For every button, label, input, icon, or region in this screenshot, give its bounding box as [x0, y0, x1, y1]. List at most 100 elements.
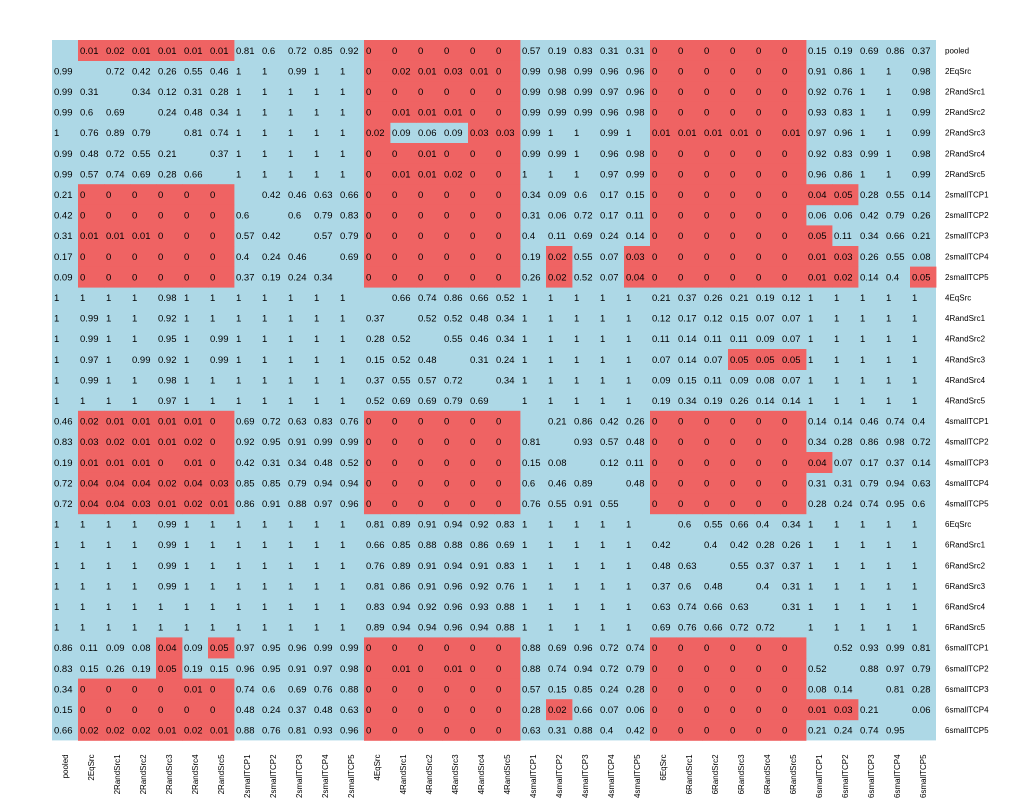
column-label: 4smallTCP5: [633, 754, 642, 798]
cell-value-label: 0: [392, 87, 397, 98]
heatmap-cell: [104, 266, 131, 288]
heatmap-cell: [650, 225, 677, 247]
cell-value-label: 0.94: [340, 478, 359, 489]
cell-value-label: 0: [782, 272, 787, 283]
cell-value-label: 0.66: [366, 540, 385, 551]
cell-value-label: 0.26: [912, 211, 931, 222]
cell-value-label: 1: [262, 355, 267, 366]
cell-value-label: 0: [704, 417, 709, 428]
cell-value-label: 0.52: [340, 458, 359, 469]
cell-value-label: 0.99: [54, 87, 73, 98]
cell-value-label: 0.34: [54, 684, 73, 695]
cell-value-label: 0: [730, 252, 735, 263]
cell-value-label: 0.97: [886, 664, 905, 675]
heatmap-cell: [650, 122, 677, 144]
heatmap-cell: [208, 410, 235, 432]
cell-value-label: 0.69: [860, 46, 879, 57]
heatmap-cell: [468, 266, 495, 288]
heatmap-cell: [156, 452, 183, 473]
cell-value-label: 0.4: [600, 726, 613, 737]
cell-value-label: 1: [860, 396, 865, 407]
heatmap-cell: [416, 699, 443, 721]
heatmap-cell: [650, 40, 677, 61]
heatmap-cell: [104, 452, 131, 473]
cell-value-label: 0.01: [418, 169, 437, 180]
cell-value-label: 0.98: [912, 149, 931, 160]
cell-value-label: 0.14: [834, 417, 853, 428]
cell-value-label: 0: [444, 684, 449, 695]
cell-value-label: 0.21: [912, 231, 931, 242]
heatmap-cell: [650, 184, 677, 206]
heatmap-cell: [494, 184, 521, 206]
cell-value-label: 0.46: [54, 417, 73, 428]
column-label: 2RandSrc3: [165, 754, 174, 795]
cell-value-label: 1: [236, 87, 241, 98]
heatmap-cell: [442, 246, 469, 267]
heatmap-cell: [416, 678, 443, 700]
heatmap-cell: [156, 204, 183, 226]
cell-value-label: 0: [652, 478, 657, 489]
cell-value-label: 0.02: [834, 272, 853, 283]
cell-value-label: 0: [678, 499, 683, 510]
column-label: 4RandSrc2: [425, 754, 434, 795]
cell-value-label: 0.99: [522, 108, 541, 119]
cell-value-label: 0.31: [782, 602, 801, 613]
cell-value-label: 0.06: [834, 211, 853, 222]
column-label: 4RandSrc5: [503, 754, 512, 795]
cell-value-label: 0: [210, 272, 215, 283]
cell-value-label: 1: [106, 314, 111, 325]
cell-value-label: 1: [574, 396, 579, 407]
cell-value-label: 0: [730, 726, 735, 737]
cell-value-label: 0.05: [756, 355, 775, 366]
cell-value-label: 1: [522, 623, 527, 634]
row-label: 2smallTCP1: [945, 191, 989, 200]
cell-value-label: 0: [366, 87, 371, 98]
cell-value-label: 1: [314, 149, 319, 160]
heatmap-cell: [494, 472, 521, 494]
cell-value-label: 0: [730, 499, 735, 510]
cell-value-label: 0.09: [730, 375, 749, 386]
cell-value-label: 0.14: [912, 458, 931, 469]
cell-value-label: 0.42: [54, 211, 73, 222]
cell-value-label: 0.26: [782, 540, 801, 551]
cell-value-label: 1: [548, 623, 553, 634]
cell-value-label: 0.34: [782, 520, 801, 531]
cell-value-label: 1: [860, 334, 865, 345]
cell-value-label: 0.88: [496, 623, 515, 634]
cell-value-label: 0: [782, 46, 787, 57]
cell-value-label: 0.14: [912, 190, 931, 201]
heatmap-cell: [494, 493, 521, 515]
cell-value-label: 0.01: [158, 726, 177, 737]
cell-value-label: 1: [340, 293, 345, 304]
cell-value-label: 1: [262, 623, 267, 634]
cell-value-label: 0.99: [158, 581, 177, 592]
heatmap-cell: [442, 204, 469, 226]
heatmap-cell: [650, 472, 677, 494]
heatmap-cell: [364, 184, 391, 206]
heatmap-cell: [390, 101, 417, 123]
row-label: 6RandSrc2: [945, 561, 986, 570]
cell-value-label: 1: [886, 623, 891, 634]
cell-value-label: 0.96: [444, 623, 463, 634]
cell-value-label: 0.86: [444, 293, 463, 304]
heatmap-cell: [650, 637, 677, 659]
cell-value-label: 1: [314, 314, 319, 325]
heatmap-cell: [780, 410, 807, 432]
cell-value-label: 0.57: [314, 231, 333, 242]
cell-value-label: 0.74: [860, 499, 879, 510]
cell-value-label: 0.21: [158, 149, 177, 160]
cell-value-label: 1: [262, 396, 267, 407]
cell-value-label: 1: [522, 355, 527, 366]
cell-value-label: 0.07: [834, 458, 853, 469]
cell-value-label: 0: [652, 190, 657, 201]
heatmap-cell: [468, 719, 495, 741]
cell-value-label: 0: [392, 458, 397, 469]
cell-value-label: 1: [548, 293, 553, 304]
cell-value-label: 1: [912, 540, 917, 551]
cell-value-label: 0: [704, 478, 709, 489]
cell-value-label: 0.34: [496, 314, 515, 325]
cell-value-label: 0.11: [730, 334, 748, 345]
heatmap-cell: [390, 719, 417, 741]
cell-value-label: 0.91: [418, 561, 437, 572]
cell-value-label: 1: [860, 581, 865, 592]
